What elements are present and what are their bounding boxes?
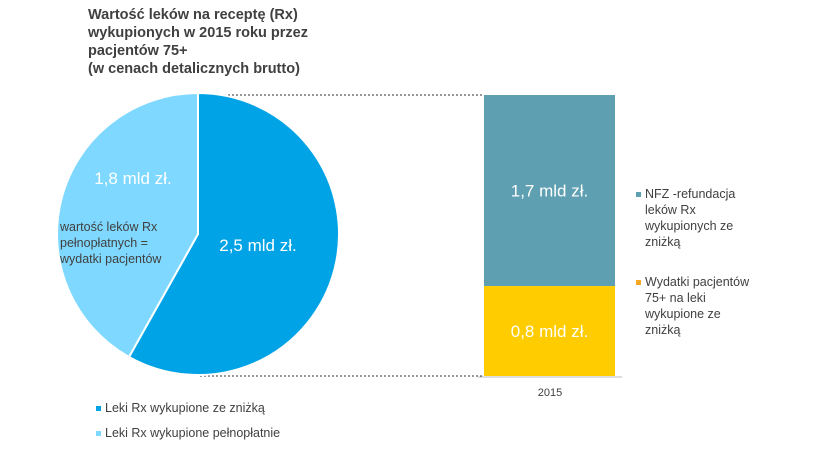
legend-swatch-patient [636, 280, 641, 286]
legend-item-patient: Wydatki pacjentów 75+ na leki wykupione … [636, 274, 749, 338]
title-line: wykupionych w 2015 roku przez [88, 25, 308, 41]
pie-slice-discount [127, 91, 340, 376]
legend-swatch-full [96, 431, 101, 437]
legend-line: leków Rx [645, 203, 696, 217]
title-line: Wartość leków na receptę (Rx) [88, 7, 298, 23]
legend-label: Leki Rx wykupione pełnopłatnie [105, 426, 281, 440]
bar-segment-patient [484, 286, 615, 376]
bar-label-nfz: 1,7 mld zł. [511, 182, 588, 201]
legend-line: zniżką [645, 323, 681, 337]
x-tick-label: 2015 [538, 387, 562, 399]
legend-line: wykupionych ze [645, 219, 734, 233]
legend-line: zniżką [645, 235, 681, 249]
legend-item-nfz: NFZ -refundacja leków Rx wykupionych ze … [636, 186, 735, 250]
legend-label: Leki Rx wykupione ze zniżką [105, 401, 265, 415]
pie-annotation-line: wartość leków Rx [59, 220, 158, 234]
legend-swatch-nfz [636, 192, 641, 198]
pie-label-full: 1,8 mld zł. [94, 169, 171, 188]
legend-line: 75+ na leki [645, 291, 706, 305]
bar-segment-nfz [484, 95, 615, 287]
legend-line: Wydatki pacjentów [645, 275, 750, 289]
legend-line: NFZ -refundacja [645, 187, 736, 201]
chart-title: Wartość leków na receptę (Rx) wykupionyc… [88, 6, 348, 78]
title-line: (w cenach detalicznych brutto) [88, 61, 300, 77]
legend-item-full: Leki Rx wykupione pełnopłatnie [96, 425, 280, 441]
pie-annotation-line: wydatki pacjentów [59, 252, 162, 266]
legend-line: wykupione ze [645, 307, 721, 321]
legend-swatch-discount [96, 406, 101, 412]
pie-label-discount: 2,5 mld zł. [219, 236, 296, 255]
pie-annotation-line: pełnopłatnych = [60, 236, 148, 250]
legend-item-discount: Leki Rx wykupione ze zniżką [96, 400, 265, 416]
title-line: pacjentów 75+ [88, 43, 188, 59]
bar-label-patient: 0,8 mld zł. [511, 322, 588, 341]
pie-slice-full [56, 91, 199, 359]
